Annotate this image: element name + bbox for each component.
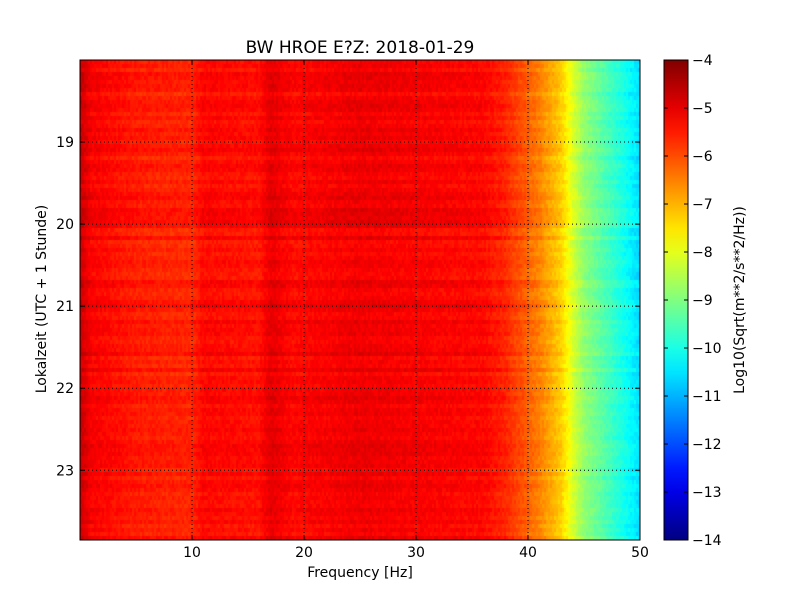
x-tick-label: 50 xyxy=(631,545,649,561)
plot-area: 10 20 30 40 50 19 20 21 22 23 xyxy=(56,59,649,561)
y-tick-label: 19 xyxy=(56,135,74,151)
colorbar-tick-label: −12 xyxy=(692,437,722,453)
colorbar: −4 −5 −6 −7 −8 −9 −10 −11 −12 −13 −14 xyxy=(663,53,722,549)
colorbar-tick-label: −13 xyxy=(692,485,722,501)
colorbar-label: Log10(Sqrt(m**2/s**2/Hz)) xyxy=(732,206,748,394)
colorbar-tick-label: −4 xyxy=(692,53,713,69)
colorbar-ticks: −4 −5 −6 −7 −8 −9 −10 −11 −12 −13 −14 xyxy=(664,53,722,549)
chart-title: BW HROE E?Z: 2018-01-29 xyxy=(246,38,475,58)
y-axis-label: Lokalzeit (UTC + 1 Stunde) xyxy=(34,205,50,394)
y-tick-label: 22 xyxy=(56,381,74,397)
x-tick-label: 40 xyxy=(519,545,537,561)
x-axis-label: Frequency [Hz] xyxy=(307,565,413,581)
colorbar-tick-label: −6 xyxy=(692,149,713,165)
colorbar-tick-label: −8 xyxy=(692,245,713,261)
colorbar-tick-label: −14 xyxy=(692,533,722,549)
x-tick-label: 30 xyxy=(407,545,425,561)
colorbar-tick-label: −10 xyxy=(692,341,722,357)
y-axis-ticks: 19 20 21 22 23 xyxy=(56,135,640,479)
y-tick-label: 21 xyxy=(56,299,74,315)
colorbar-tick-label: −7 xyxy=(692,197,713,213)
y-tick-label: 20 xyxy=(56,217,74,233)
x-tick-label: 10 xyxy=(183,545,201,561)
colorbar-tick-label: −11 xyxy=(692,389,722,405)
x-tick-label: 20 xyxy=(295,545,313,561)
y-tick-label: 23 xyxy=(56,463,74,479)
x-axis-ticks: 10 20 30 40 50 xyxy=(183,60,649,561)
colorbar-tick-label: −5 xyxy=(692,101,713,117)
spectrogram-heatmap xyxy=(80,60,640,540)
colorbar-tick-label: −9 xyxy=(692,293,713,309)
grid-lines xyxy=(80,60,640,540)
heatmap-cells xyxy=(80,60,640,540)
plot-frame xyxy=(79,59,641,541)
